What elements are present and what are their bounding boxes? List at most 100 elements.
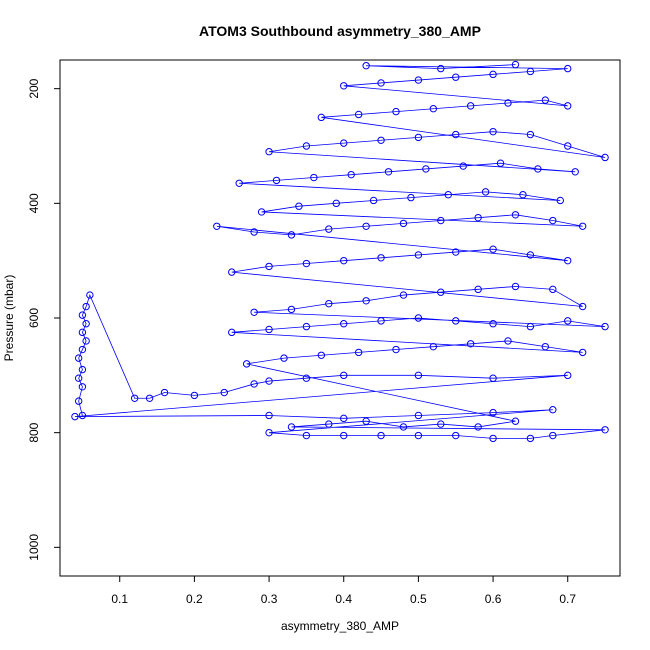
data-point [392,345,400,354]
data-point [399,423,408,431]
data-point [414,251,423,259]
data-point [452,248,460,256]
data-point [504,337,512,345]
data-point [265,148,273,156]
data-point [452,431,460,440]
x-tick-label: 0.4 [335,592,352,606]
data-point [474,285,482,294]
data-point [601,153,609,162]
data-point [340,320,348,328]
data-point [444,191,452,199]
data-point [265,428,273,437]
y-tick-label: 600 [27,308,41,328]
data-point [489,127,497,136]
data-point [452,130,460,139]
data-point [452,73,460,81]
data-point [541,342,550,351]
data-point [578,302,587,311]
data-point [414,314,423,322]
data-point [145,394,154,402]
data-point [564,256,572,265]
data-point [481,188,490,196]
data-point [489,245,497,253]
data-point [489,408,497,417]
data-point [354,110,363,119]
data-point [354,348,363,357]
x-axis-label: asymmetry_380_AMP [281,619,399,633]
data-point [160,388,169,397]
data-point [340,139,348,147]
data-point [601,426,609,434]
data-point [452,317,460,325]
data-point [429,105,438,113]
data-point [429,342,438,351]
data-point [564,317,572,325]
data-point [377,317,385,325]
data-point [287,305,296,314]
data-point [325,420,333,428]
data-point [466,340,475,348]
data-point [549,216,557,225]
data-point [511,282,520,291]
data-point [213,222,221,230]
data-point [362,417,370,425]
data-point [549,406,557,414]
data-point [78,383,87,391]
data-point [295,202,303,210]
x-tick-label: 0.7 [559,592,576,606]
data-point [71,412,79,421]
data-point [399,219,408,228]
y-tick-label: 800 [27,422,41,442]
data-point [78,411,87,420]
data-point [578,222,587,230]
data-point [310,173,318,182]
data-point [325,225,333,233]
data-point [474,423,482,431]
data-point [340,82,348,90]
data-point [526,434,535,443]
data-point [257,208,266,216]
data-point [601,322,609,331]
data-point [74,354,83,362]
data-point [526,130,535,139]
data-point [302,374,311,382]
data-point [392,107,400,116]
data-point [459,162,467,170]
data-point [489,434,497,443]
data-point [437,64,445,73]
data-point [340,371,348,380]
data-point [407,193,415,202]
data-point [377,254,385,262]
data-point [340,431,348,440]
x-axis: 0.1 0.2 0.3 0.4 0.5 0.6 0.7 [111,576,576,606]
data-point [377,136,385,144]
data-point [474,213,482,222]
data-point [399,291,408,299]
data-point [325,299,333,308]
data-point [82,302,90,311]
data-point [526,322,535,331]
x-tick-label: 0.5 [410,592,427,606]
data-point [302,142,311,150]
y-axis-label: Pressure (mbar) [2,275,16,362]
data-point [526,251,535,259]
data-point [437,420,445,428]
data-point [564,102,572,110]
data-point [340,414,348,423]
data-point [549,285,557,294]
data-point [519,191,527,199]
data-point [414,76,423,84]
y-tick-label: 400 [27,193,41,213]
plot-frame [59,59,621,577]
data-point [317,113,326,122]
data-point [526,67,535,76]
data-point [377,431,385,440]
data-point [414,133,423,142]
data-point [511,417,520,425]
data-point [302,322,311,331]
data-point [564,371,572,380]
data-point [564,64,572,73]
data-layer [71,60,609,443]
data-point [228,328,236,337]
data-point [511,60,520,69]
